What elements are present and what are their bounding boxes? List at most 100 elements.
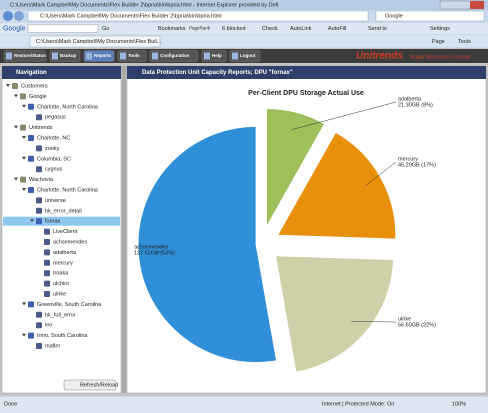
- tree-node[interactable]: troaka: [53, 271, 69, 277]
- splitter[interactable]: [122, 66, 126, 393]
- node-icon: [20, 124, 26, 131]
- page-menu[interactable]: Page: [432, 39, 445, 45]
- tab-title: C:\Users\Mark Campbell\My Documents\Flex…: [36, 39, 162, 45]
- google-send-to[interactable]: Send to: [368, 26, 387, 32]
- zoom-text[interactable]: 100%: [452, 401, 466, 407]
- node-icon: [36, 207, 42, 214]
- slice-value: 137.52GB (53%): [134, 250, 175, 256]
- tree-node[interactable]: Charlotte, North Carolina: [37, 187, 99, 193]
- tools-menu[interactable]: Tools: [458, 39, 471, 45]
- tree-node[interactable]: Unitrends: [29, 125, 53, 131]
- expander[interactable]: [22, 136, 26, 139]
- leader-line: [156, 249, 165, 254]
- slice-label: mercury: [398, 156, 418, 162]
- address: C:\Users\Mark Campbell\My Documents\Flex…: [40, 13, 222, 19]
- selected-row: [3, 216, 120, 226]
- expander[interactable]: [6, 84, 10, 87]
- tree-node[interactable]: Google: [29, 94, 47, 100]
- google-blocked[interactable]: 6 blocked: [222, 26, 246, 32]
- tree-node[interactable]: cygnus: [45, 167, 63, 173]
- search-text: Google: [385, 13, 403, 19]
- status-text: Done: [4, 401, 17, 407]
- button-icon: [204, 52, 210, 60]
- google-settings[interactable]: Settings: [430, 26, 450, 32]
- expander[interactable]: [22, 333, 26, 337]
- tree-node[interactable]: pegasus: [45, 115, 66, 121]
- tree-node[interactable]: mercury: [53, 260, 73, 266]
- button-label: Backup: [60, 53, 77, 58]
- node-icon: [36, 343, 42, 349]
- tree-node[interactable]: Wachovia: [29, 177, 54, 183]
- toolbar-button[interactable]: [149, 50, 199, 62]
- browser-tab[interactable]: [29, 35, 161, 48]
- google-bookmarks[interactable]: Bookmarks: [158, 26, 186, 32]
- tree-node[interactable]: Customers: [21, 83, 48, 89]
- button-label: Tools: [128, 53, 140, 58]
- button-label: Help: [212, 53, 222, 58]
- toolbar-button[interactable]: [3, 50, 47, 62]
- tree-node[interactable]: zooky: [45, 146, 60, 152]
- tree-node[interactable]: leo: [45, 323, 52, 329]
- tree-node[interactable]: Columbia, SC: [37, 156, 71, 162]
- expander[interactable]: [22, 188, 26, 191]
- tree-node[interactable]: bk_full_error: [45, 312, 76, 318]
- back-button[interactable]: [3, 11, 13, 21]
- node-icon: [36, 322, 42, 329]
- tree-node[interactable]: universe: [45, 198, 66, 204]
- tree-node[interactable]: fornax: [45, 219, 61, 225]
- navigation-title: Navigation: [16, 70, 47, 76]
- expander[interactable]: [30, 219, 34, 223]
- pie-slice: [275, 255, 394, 373]
- tree-node[interactable]: LiveClient: [53, 229, 78, 235]
- leader-line: [364, 161, 397, 187]
- tree-node[interactable]: achsemendes: [53, 239, 87, 245]
- close-button[interactable]: [470, 1, 484, 9]
- button-label: Logout: [240, 53, 256, 58]
- tree-node[interactable]: Charlotte, NC: [37, 135, 70, 141]
- slice-value: 21.30GB (8%): [398, 102, 433, 108]
- expander[interactable]: [14, 94, 18, 98]
- brand: Unitrends: [356, 51, 403, 62]
- tree-node[interactable]: ulrike: [53, 291, 66, 297]
- forward-button[interactable]: [14, 11, 24, 21]
- status-bar: [0, 397, 488, 413]
- report-header: [127, 66, 486, 79]
- expander[interactable]: [22, 156, 26, 160]
- google-check[interactable]: Check: [262, 26, 278, 32]
- window-title: C:\Users\Mark Campbell\My Documents\Flex…: [10, 2, 278, 8]
- pie-slice: [137, 126, 277, 363]
- slice-label: ulrike: [398, 316, 411, 322]
- button-label: Reports: [94, 53, 111, 58]
- expander[interactable]: [14, 125, 18, 129]
- expander[interactable]: [14, 177, 18, 181]
- google-pagerank: PageRank: [189, 26, 211, 31]
- google-go[interactable]: Go: [102, 26, 109, 32]
- pie-slice: [277, 131, 397, 240]
- tree-node[interactable]: mafler: [45, 343, 60, 349]
- button-icon: [152, 52, 158, 60]
- expander[interactable]: [22, 302, 26, 306]
- title-bar: [0, 0, 488, 10]
- refresh-label: Refresh/Reload: [80, 382, 118, 388]
- node-icon: [28, 332, 34, 339]
- chart-title: Per-Client DPU Storage Actual Use: [248, 90, 364, 97]
- button-label: Configuration: [160, 53, 190, 58]
- tree-node[interactable]: ulchiro: [53, 281, 69, 287]
- tree-node[interactable]: Irmo, South Carolina: [37, 333, 88, 339]
- search-box[interactable]: [375, 10, 485, 22]
- tree-node[interactable]: Greenville, South Carolina: [37, 302, 102, 308]
- node-icon: [36, 145, 42, 152]
- address-bar[interactable]: [27, 10, 369, 22]
- report-title: Data Protection Unit Capacity Reports; D…: [142, 70, 293, 76]
- node-icon: [36, 218, 42, 225]
- google-autofill[interactable]: AutoFill: [328, 26, 346, 32]
- tree-node[interactable]: Charlotte, North Carolina: [37, 104, 99, 110]
- tree-node[interactable]: bk_error_detail: [45, 208, 82, 214]
- google-search[interactable]: [27, 24, 99, 33]
- button-icon: [86, 52, 92, 60]
- google-autolink[interactable]: AutoLink: [290, 26, 312, 32]
- google-toolbar: [0, 23, 488, 34]
- refresh-button[interactable]: [63, 379, 117, 391]
- expander[interactable]: [22, 104, 26, 108]
- tree-node[interactable]: adalberta: [53, 250, 77, 256]
